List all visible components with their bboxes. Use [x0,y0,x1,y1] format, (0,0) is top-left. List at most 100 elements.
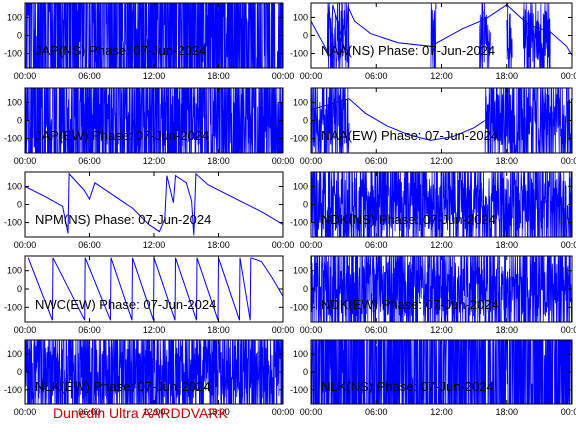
x-tick-label: 18:00 [207,407,230,417]
series-line [175,257,198,321]
x-tick-label: 00:00 [561,156,576,166]
series-line [311,172,572,237]
x-tick-label: 18:00 [207,71,230,81]
plot-area [25,3,283,68]
x-tick-label: 00:00 [300,325,323,335]
series-line [25,340,283,404]
panel-5: 100 0 -100 00:00 06:00 12:00 18:00 00:00 NDK(NS)… [290,171,576,250]
x-tick-label: 12:00 [143,71,166,81]
y-tick-label: -100 [4,385,22,395]
x-tick-label: 00:00 [561,71,576,81]
series-line [27,257,54,321]
x-tick-label: 06:00 [78,240,101,250]
y-tick-label: -100 [290,134,308,144]
y-tick-label: 0 [303,367,308,377]
panel-title: NAA(EW) Phase: 07-Jun-2024 [321,128,498,143]
panel-4: 100 0 -100 00:00 06:00 12:00 18:00 00:00 NPM(NS)… [4,171,295,250]
panel-2: 100 0 -100 00:00 06:00 12:00 18:00 00:00 JAP(EW)… [4,87,294,166]
series-line [84,257,112,321]
x-tick-label: 00:00 [561,325,576,335]
series-line [484,88,572,153]
series-line [250,257,283,297]
series-line [430,3,437,68]
series-line [522,3,551,68]
x-tick-label: 12:00 [430,407,453,417]
y-tick-label: 0 [303,200,308,210]
series-line [311,256,572,322]
y-tick-label: 0 [17,284,22,294]
y-tick-label: -100 [290,49,308,59]
y-tick-label: 100 [293,97,308,107]
series-line [311,98,486,141]
x-tick-label: 12:00 [143,407,166,417]
x-tick-label: 12:00 [143,325,166,335]
y-tick-label: -100 [4,49,22,59]
y-tick-label: 0 [17,200,22,210]
panel-8: 100 0 -100 00:00 06:00 12:00 18:00 00:00 NLK(EW)… [4,339,295,417]
x-tick-label: 18:00 [207,156,230,166]
x-tick-label: 00:00 [272,240,295,250]
x-tick-label: 00:00 [561,407,576,417]
x-tick-label: 00:00 [300,71,323,81]
x-tick-label: 06:00 [78,156,101,166]
series-line [311,4,572,60]
panel-title: NDK(EW) Phase: 07-Jun-2024 [321,297,499,312]
plot-area [311,340,572,404]
x-tick-label: 18:00 [495,325,518,335]
x-tick-label: 18:00 [495,156,518,166]
x-tick-label: 12:00 [430,71,453,81]
plot-area [311,172,572,237]
x-tick-label: 06:00 [365,325,388,335]
x-tick-label: 00:00 [272,407,295,417]
y-tick-label: 100 [293,349,308,359]
x-tick-label: 00:00 [300,156,323,166]
y-tick-label: 0 [303,284,308,294]
panel-title: NAA(NS) Phase: 07-Jun-2024 [321,43,495,58]
x-tick-label: 00:00 [561,240,576,250]
x-tick-label: 00:00 [14,156,37,166]
panel-3: 100 0 -100 00:00 06:00 12:00 18:00 00:00 NAA(EW)… [290,87,576,166]
panel-title: JAP(EW) Phase: 07-Jun-2024 [35,128,209,143]
series-line [311,88,350,153]
plot-area [311,3,572,68]
y-tick-label: 100 [7,97,22,107]
x-tick-label: 18:00 [207,325,230,335]
series-line [52,257,86,321]
panel-title: NLK(EW) Phase: 07-Jun-2024 [35,379,211,394]
plot-area [27,257,283,321]
panel-title: NPM(NS) Phase: 07-Jun-2024 [35,212,211,227]
x-tick-label: 18:00 [495,407,518,417]
x-tick-label: 00:00 [14,325,37,335]
y-tick-label: -100 [4,218,22,228]
panel-title: NLK(NS) Phase: 07-Jun-2024 [321,379,494,394]
x-tick-label: 06:00 [365,156,388,166]
y-tick-label: 0 [303,31,308,41]
series-line [326,3,350,68]
x-tick-label: 00:00 [300,240,323,250]
x-tick-label: 00:00 [272,325,295,335]
y-tick-label: -100 [290,218,308,228]
y-tick-label: 100 [293,266,308,276]
x-tick-label: 12:00 [143,240,166,250]
x-tick-label: 12:00 [430,156,453,166]
x-tick-label: 00:00 [272,71,295,81]
x-tick-label: 00:00 [14,407,37,417]
x-tick-label: 12:00 [430,240,453,250]
series-line [239,257,252,321]
x-tick-label: 06:00 [365,407,388,417]
x-tick-label: 06:00 [78,71,101,81]
plot-area [25,340,283,404]
series-line [25,172,283,236]
y-tick-label: 100 [7,181,22,191]
y-tick-label: 100 [7,266,22,276]
y-tick-label: -100 [4,302,22,312]
series-line [311,340,572,404]
x-tick-label: 00:00 [14,71,37,81]
y-tick-label: 0 [303,116,308,126]
series-line [25,88,283,153]
x-tick-label: 18:00 [495,71,518,81]
panel-title: NDK(NS) Phase: 07-Jun-2024 [321,212,496,227]
plot-area [25,172,283,236]
series-line [506,3,513,68]
